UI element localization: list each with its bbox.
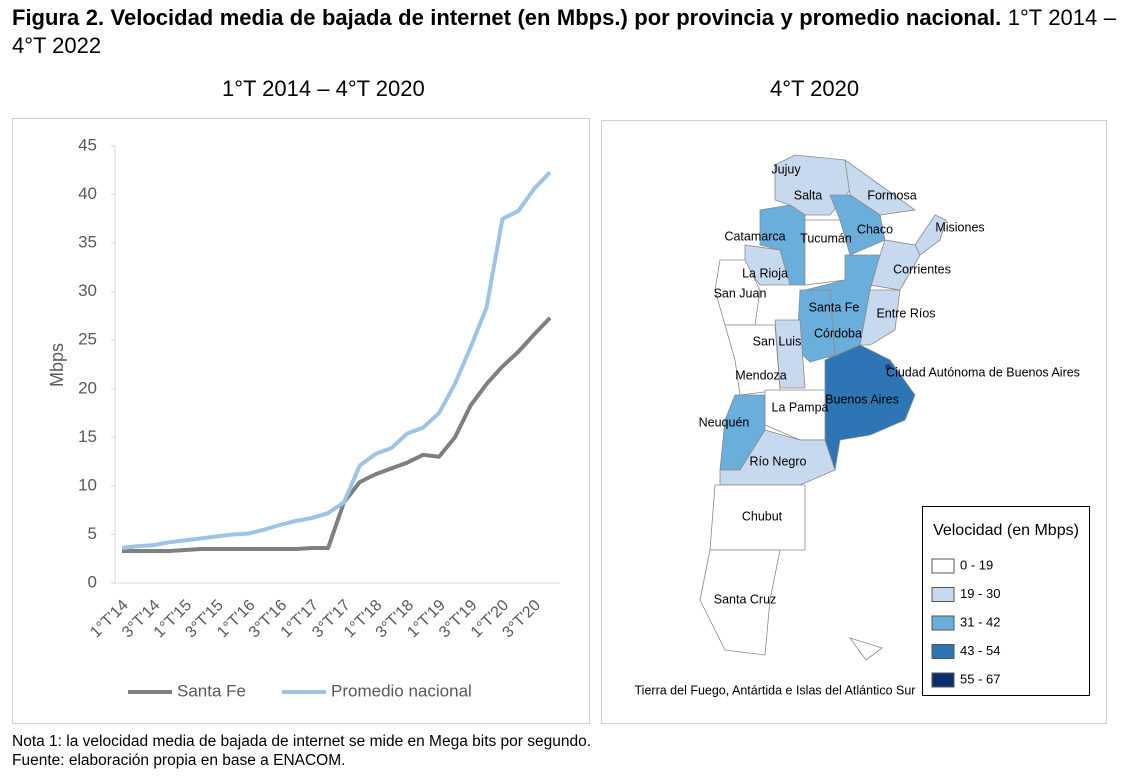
- y-axis-label: Mbps: [47, 343, 67, 387]
- province-shape: [774, 154, 851, 216]
- map-legend-title: Velocidad (en Mbps): [933, 522, 1079, 539]
- map-legend-swatch: [931, 587, 955, 602]
- province-label: San Luis: [753, 334, 802, 348]
- chart-frame: [12, 118, 590, 724]
- map-legend-swatch: [931, 615, 955, 631]
- province-label: La Rioja: [742, 266, 788, 280]
- y-tick-label: 20: [78, 378, 97, 397]
- map-title: 4°T 2020: [770, 76, 860, 101]
- y-tick-label: 15: [78, 427, 97, 446]
- province-label: Santa Fe: [809, 300, 860, 314]
- series-line: [122, 316, 552, 553]
- province-label: Catamarca: [724, 229, 785, 243]
- province-shape: [848, 637, 883, 661]
- province-shape: [824, 344, 916, 471]
- map-legend-label: 55 - 67: [960, 671, 1000, 686]
- legend-label: Santa Fe: [177, 681, 246, 700]
- province-shape: [859, 289, 901, 346]
- province-label: Tucumán: [800, 231, 852, 245]
- province-label: Río Negro: [750, 454, 807, 468]
- map-legend-swatch: [931, 558, 955, 574]
- y-tick-label: 25: [78, 330, 97, 349]
- map-legend-swatch: [931, 672, 955, 688]
- province-shape: [709, 484, 806, 551]
- note: Nota 1: la velocidad media de bajada de …: [12, 733, 592, 750]
- map-legend-label: 0 - 19: [960, 557, 993, 572]
- province-shape: [724, 324, 781, 396]
- province-label: Entre Ríos: [876, 306, 935, 320]
- y-tick-label: 45: [78, 135, 97, 154]
- province-label: Chubut: [742, 509, 783, 523]
- figure-title: Figura 2. Velocidad media de bajada de i…: [12, 4, 1116, 60]
- y-tick-label: 10: [78, 475, 97, 494]
- province-label: Jujuy: [771, 162, 801, 176]
- y-tick-label: 40: [78, 184, 97, 203]
- province-label: Tierra del Fuego, Antártida e Islas del …: [635, 683, 916, 697]
- province-shape: [844, 159, 917, 216]
- note: Fuente: elaboración propia en base a ENA…: [12, 752, 346, 769]
- province-label: Salta: [794, 188, 823, 202]
- map-frame: [601, 120, 1107, 724]
- province-label: Neuquén: [699, 415, 750, 429]
- province-label: Córdoba: [814, 326, 862, 340]
- title-bold: Figura 2. Velocidad media de bajada de i…: [12, 5, 1002, 30]
- y-tick-label: 35: [78, 233, 97, 252]
- province-label: Santa Cruz: [714, 592, 777, 606]
- y-tick-label: 30: [78, 281, 97, 300]
- province-label: Corrientes: [893, 262, 951, 276]
- province-label: Buenos Aires: [825, 392, 899, 406]
- province-shape: [914, 214, 947, 256]
- province-label: Chaco: [857, 222, 893, 236]
- legend-label: Promedio nacional: [331, 681, 472, 700]
- map: [699, 154, 947, 661]
- province-shape: [759, 204, 806, 286]
- map-legend-label: 19 - 30: [960, 586, 1000, 601]
- map-legend-swatch: [931, 644, 955, 659]
- province-label: La Pampa: [772, 400, 829, 414]
- province-label: Mendoza: [735, 368, 786, 382]
- series-line: [121, 170, 552, 551]
- caba-dot: [885, 364, 891, 370]
- map-legend-label: 31 - 42: [960, 614, 1000, 629]
- chart-title: 1°T 2014 – 4°T 2020: [222, 76, 425, 101]
- province-label: Ciudad Autónoma de Buenos Aires: [886, 365, 1080, 379]
- y-tick-label: 0: [88, 572, 97, 591]
- province-label: Formosa: [867, 188, 916, 202]
- province-label: San Juan: [714, 286, 767, 300]
- map-legend-label: 43 - 54: [960, 643, 1000, 658]
- province-shape: [699, 549, 781, 656]
- y-tick-label: 5: [88, 524, 97, 543]
- province-label: Misiones: [935, 220, 984, 234]
- title-rest: 1°T 2014 – 4°T 2022: [12, 5, 1116, 58]
